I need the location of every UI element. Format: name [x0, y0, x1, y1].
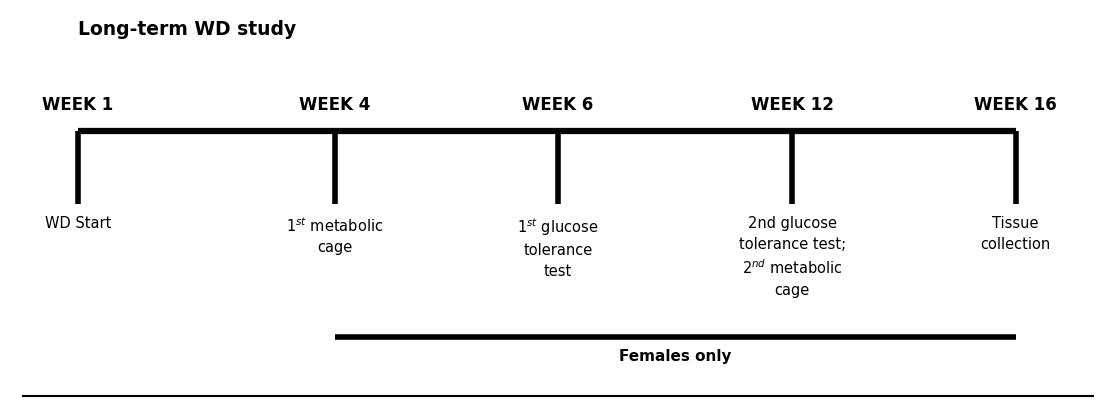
Text: 2nd glucose
tolerance test;
2$^{nd}$ metabolic
cage: 2nd glucose tolerance test; 2$^{nd}$ met…: [739, 216, 846, 298]
Text: WEEK 6: WEEK 6: [522, 96, 594, 114]
Text: Long-term WD study: Long-term WD study: [78, 20, 297, 40]
Text: Females only: Females only: [619, 349, 731, 364]
Text: WD Start: WD Start: [45, 216, 112, 231]
Text: WEEK 4: WEEK 4: [299, 96, 371, 114]
Text: 1$^{st}$ metabolic
cage: 1$^{st}$ metabolic cage: [286, 216, 384, 255]
Text: WEEK 16: WEEK 16: [974, 96, 1057, 114]
Text: WEEK 1: WEEK 1: [42, 96, 114, 114]
Text: WEEK 12: WEEK 12: [751, 96, 834, 114]
Text: Tissue
collection: Tissue collection: [981, 216, 1050, 252]
Text: 1$^{st}$ glucose
tolerance
test: 1$^{st}$ glucose tolerance test: [518, 216, 598, 279]
